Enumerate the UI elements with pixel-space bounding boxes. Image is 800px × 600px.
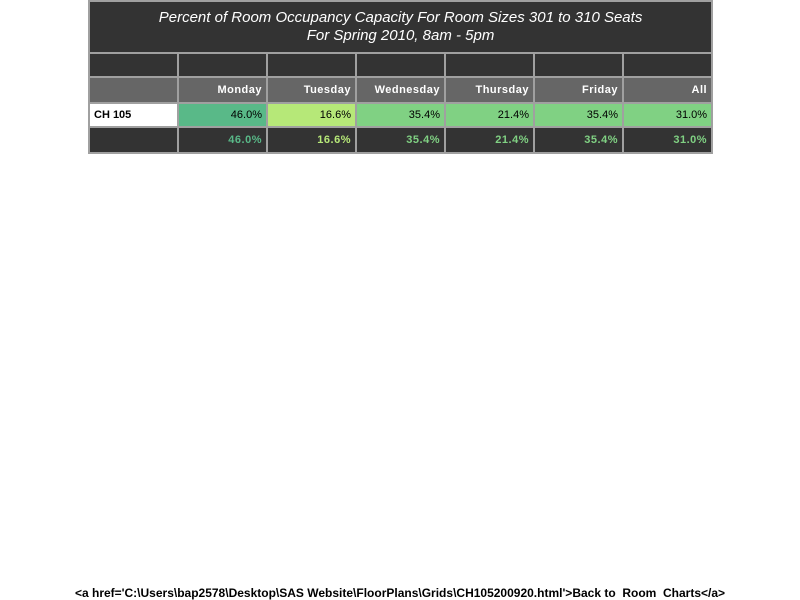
occupancy-cell-thursday: 21.4% bbox=[444, 102, 535, 128]
report-title: Percent of Room Occupancy Capacity For R… bbox=[87, 0, 714, 54]
occupancy-cell-tuesday: 16.6% bbox=[266, 102, 357, 128]
blank-header-row bbox=[88, 52, 714, 78]
total-cell-monday: 46.0% bbox=[177, 126, 268, 154]
occupancy-cell-all: 31.0% bbox=[621, 102, 714, 128]
blank-cell bbox=[88, 52, 179, 78]
blank-cell bbox=[266, 52, 357, 78]
corner-header-cell bbox=[88, 76, 179, 104]
blank-cell bbox=[621, 52, 714, 78]
totals-label-cell bbox=[88, 126, 179, 154]
day-header-thursday: Thursday bbox=[444, 76, 535, 104]
day-header-all: All bbox=[621, 76, 714, 104]
total-cell-wednesday: 35.4% bbox=[355, 126, 446, 154]
total-cell-all: 31.0% bbox=[621, 126, 714, 154]
total-cell-thursday: 21.4% bbox=[444, 126, 535, 154]
day-header-monday: Monday bbox=[177, 76, 268, 104]
room-label: CH 105 bbox=[88, 102, 179, 128]
totals-row: 46.0% 16.6% 35.4% 21.4% 35.4% 31.0% bbox=[88, 126, 714, 154]
report-title-line2: For Spring 2010, 8am - 5pm bbox=[306, 27, 495, 44]
total-cell-friday: 35.4% bbox=[533, 126, 624, 154]
table-row: CH 105 46.0% 16.6% 35.4% 21.4% 35.4% 31.… bbox=[88, 102, 714, 128]
blank-cell bbox=[444, 52, 535, 78]
blank-cell bbox=[355, 52, 446, 78]
day-header-friday: Friday bbox=[533, 76, 624, 104]
occupancy-cell-friday: 35.4% bbox=[533, 102, 624, 128]
total-cell-tuesday: 16.6% bbox=[266, 126, 357, 154]
report-title-line1: Percent of Room Occupancy Capacity For R… bbox=[158, 9, 643, 26]
occupancy-cell-monday: 46.0% bbox=[177, 102, 268, 128]
day-header-wednesday: Wednesday bbox=[355, 76, 446, 104]
day-header-tuesday: Tuesday bbox=[266, 76, 357, 104]
occupancy-cell-wednesday: 35.4% bbox=[355, 102, 446, 128]
occupancy-report-table: Percent of Room Occupancy Capacity For R… bbox=[87, 0, 714, 154]
day-header-row: Monday Tuesday Wednesday Thursday Friday… bbox=[88, 76, 714, 104]
blank-cell bbox=[177, 52, 268, 78]
blank-cell bbox=[533, 52, 624, 78]
title-row: Percent of Room Occupancy Capacity For R… bbox=[87, 0, 714, 54]
back-to-room-charts-link[interactable]: <a href='C:\Users\bap2578\Desktop\SAS We… bbox=[74, 586, 726, 600]
